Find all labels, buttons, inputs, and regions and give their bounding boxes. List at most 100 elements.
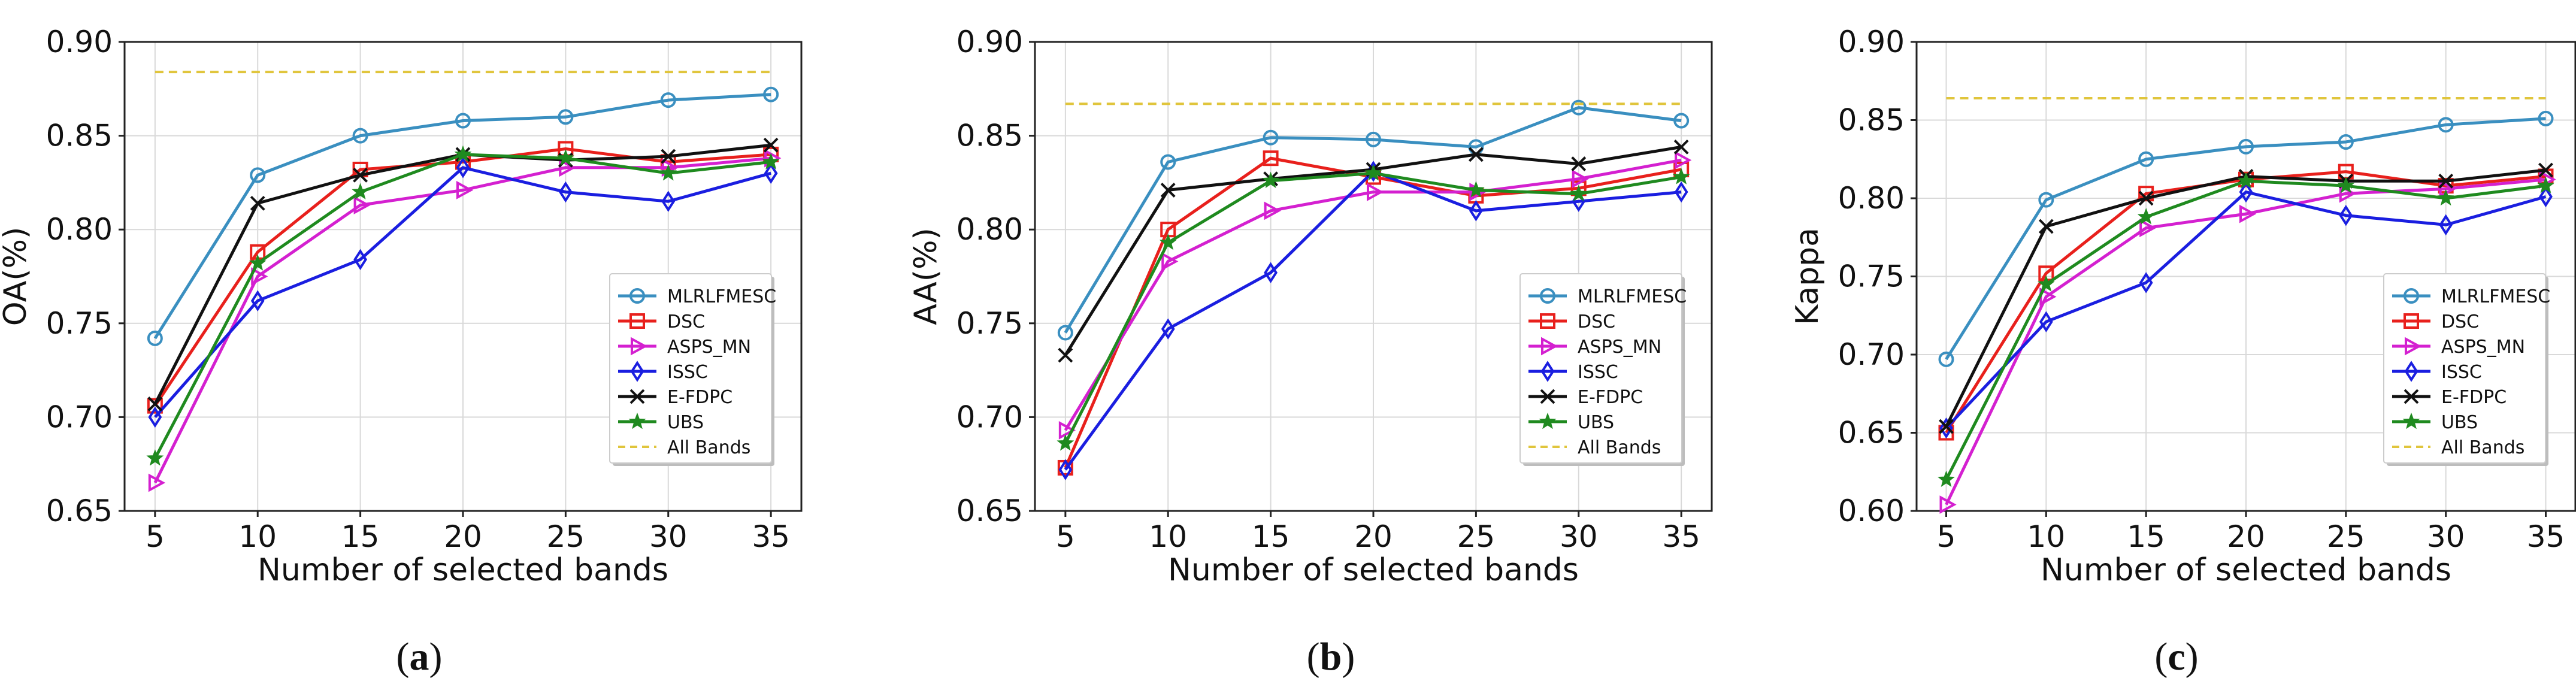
y-tick-label: 0.90: [1838, 25, 1905, 59]
data-point: [661, 149, 676, 164]
y-tick-label: 0.65: [1838, 416, 1905, 450]
legend-entry: ISSC: [1528, 361, 1618, 383]
legend-label: ISSC: [1578, 362, 1618, 383]
data-point: [147, 330, 163, 346]
x-tick-label: 5: [1937, 519, 1956, 554]
y-tick-label: 0.90: [46, 25, 113, 59]
x-tick-label: 15: [1252, 519, 1290, 554]
legend-entry: ASPS_MN: [618, 337, 751, 358]
legend-entry: All Bands: [618, 437, 750, 458]
legend-entry: E-FDPC: [2392, 387, 2507, 408]
data-point: [2538, 162, 2553, 178]
x-axis-label: Number of selected bands: [2041, 552, 2451, 588]
x-tick-label: 10: [2027, 519, 2066, 554]
legend-entry: UBS: [618, 412, 704, 433]
y-tick-label: 0.85: [1838, 103, 1905, 138]
legend-entry: ASPS_MN: [1528, 337, 1661, 358]
data-point: [2338, 134, 2354, 150]
data-point: [1570, 99, 1587, 116]
data-point: [2038, 219, 2054, 234]
data-point: [659, 164, 677, 181]
data-point: [2339, 205, 2353, 226]
data-point: [1264, 201, 1281, 220]
legend-marker: [628, 412, 646, 429]
data-point: [1057, 434, 1074, 451]
legend-entry: UBS: [2392, 412, 2478, 433]
legend-label: DSC: [1578, 311, 1615, 332]
caption-letter: b: [1320, 635, 1342, 679]
legend-label: ASPS_MN: [2441, 337, 2525, 358]
x-tick-label: 20: [2227, 519, 2265, 554]
legend-label: UBS: [667, 412, 704, 433]
legend-label: UBS: [1578, 412, 1614, 433]
data-point: [1572, 170, 1589, 189]
data-point: [249, 254, 267, 271]
data-point: [2039, 311, 2053, 332]
y-tick-label: 0.65: [956, 494, 1023, 528]
caption-open-paren: (: [396, 635, 410, 679]
data-point: [1939, 417, 1953, 439]
data-point: [2539, 186, 2553, 208]
data-point: [2538, 110, 2554, 126]
data-point: [250, 167, 266, 183]
legend-marker: [2404, 288, 2419, 304]
data-point: [559, 181, 573, 203]
x-tick-label: 5: [1056, 519, 1075, 554]
legend-label: MLRLFMESC: [1578, 286, 1687, 307]
data-point: [353, 167, 368, 183]
legend-entry: ASPS_MN: [2392, 337, 2525, 358]
caption-letter: a: [410, 635, 429, 679]
data-point: [1938, 470, 1955, 488]
data-point: [660, 92, 676, 108]
data-point: [1467, 181, 1485, 198]
legend-marker: [631, 337, 648, 356]
x-tick-label: 20: [444, 519, 482, 554]
legend-marker: [630, 361, 644, 382]
data-point: [2239, 204, 2257, 223]
x-tick-label: 30: [649, 519, 688, 554]
series-line: [1064, 106, 1682, 334]
data-point: [2437, 189, 2455, 206]
data-point: [456, 157, 470, 178]
legend-marker: [2404, 313, 2419, 329]
legend-marker: [629, 389, 645, 404]
data-point: [1262, 171, 1280, 189]
x-tick-label: 30: [2427, 519, 2465, 554]
data-point: [2139, 219, 2157, 237]
y-tick-label: 0.75: [956, 306, 1023, 341]
legend-label: ISSC: [2441, 362, 2482, 383]
data-point: [2237, 172, 2255, 189]
legend-entry: MLRLFMESC: [2392, 286, 2550, 307]
data-point: [250, 195, 265, 211]
y-tick-label: 0.65: [46, 494, 113, 528]
legend-marker: [2404, 361, 2418, 382]
series-line: [1945, 178, 2546, 506]
data-point: [1160, 183, 1176, 198]
data-point: [1673, 113, 1690, 129]
legend-marker: [629, 288, 645, 304]
legend-entry: E-FDPC: [1528, 387, 1643, 408]
series-asps-mn: [1058, 150, 1692, 440]
data-point: [2537, 176, 2554, 193]
y-tick-label: 0.85: [956, 119, 1023, 153]
caption-open-paren: (: [1307, 635, 1320, 679]
data-point: [2439, 214, 2453, 236]
series-issc: [1939, 181, 2553, 439]
legend: MLRLFMESC DSC ASPS_MN ISSC E-FDPC UBS All Band…: [609, 273, 776, 466]
x-tick-label: 15: [2127, 519, 2165, 554]
legend-label: All Bands: [2441, 437, 2524, 458]
legend-marker: [1540, 313, 1555, 329]
data-point: [2138, 151, 2154, 167]
data-point: [763, 86, 779, 102]
y-tick-label: 0.60: [1838, 494, 1905, 528]
data-point: [148, 406, 162, 428]
y-axis-label: OA(%): [0, 227, 34, 326]
data-point: [456, 181, 474, 199]
series-line: [153, 147, 771, 407]
legend-label: E-FDPC: [667, 387, 732, 408]
data-point: [2137, 208, 2155, 225]
data-point: [764, 162, 778, 184]
data-point: [559, 158, 576, 177]
panel-caption: (c): [2154, 635, 2198, 679]
legend: MLRLFMESC DSC ASPS_MN ISSC E-FDPC UBS All Band…: [2383, 273, 2550, 466]
